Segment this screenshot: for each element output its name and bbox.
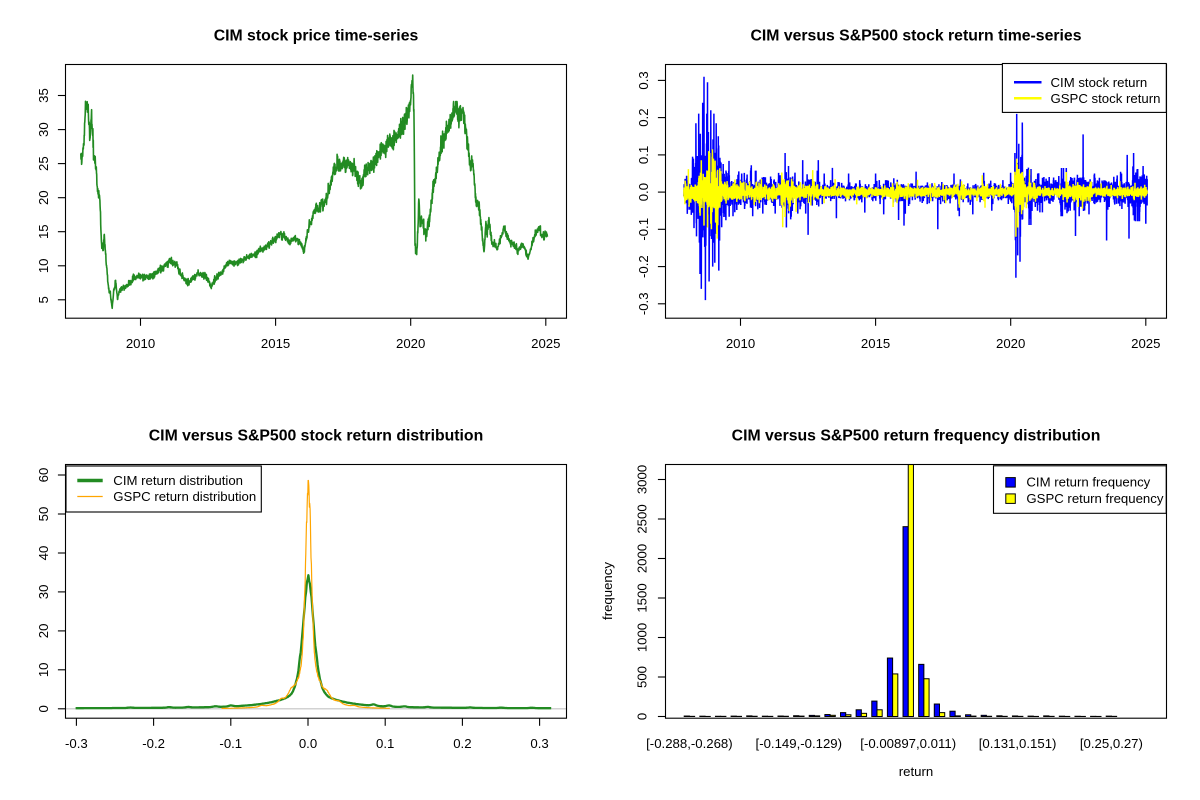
svg-text:[0.131,0.151): [0.131,0.151) (979, 736, 1057, 751)
svg-text:[-0.149,-0.129): [-0.149,-0.129) (756, 736, 843, 751)
svg-text:CIM versus S&P500 return frequ: CIM versus S&P500 return frequency distr… (732, 428, 1101, 445)
svg-text:30: 30 (36, 585, 51, 600)
svg-text:0.0: 0.0 (299, 736, 317, 751)
svg-text:2000: 2000 (635, 544, 650, 573)
svg-text:CIM versus S&P500 stock return: CIM versus S&P500 stock return distribut… (149, 428, 483, 445)
svg-text:-0.1: -0.1 (636, 218, 651, 241)
svg-text:[0.25,0.27): [0.25,0.27) (1080, 736, 1143, 751)
svg-text:20: 20 (36, 624, 51, 639)
svg-text:2025: 2025 (1131, 336, 1160, 351)
svg-text:[-0.00897,0.011): [-0.00897,0.011) (860, 736, 956, 751)
svg-text:CIM return distribution: CIM return distribution (113, 473, 243, 488)
svg-text:15: 15 (36, 224, 51, 239)
svg-text:2010: 2010 (126, 336, 155, 351)
svg-text:2015: 2015 (861, 336, 890, 351)
svg-text:0.2: 0.2 (636, 108, 651, 126)
svg-text:3000: 3000 (635, 465, 650, 494)
svg-text:50: 50 (36, 507, 51, 522)
svg-text:-0.1: -0.1 (219, 736, 242, 751)
svg-text:CIM return frequency: CIM return frequency (1026, 475, 1150, 490)
svg-text:CIM versus S&P500 stock return: CIM versus S&P500 stock return time-seri… (750, 28, 1081, 45)
svg-text:10: 10 (36, 662, 51, 677)
svg-text:2020: 2020 (996, 336, 1025, 351)
svg-text:0.0: 0.0 (636, 183, 651, 201)
svg-text:0: 0 (635, 713, 650, 720)
svg-text:CIM stock return: CIM stock return (1051, 75, 1148, 90)
svg-text:frequency: frequency (600, 562, 615, 620)
svg-text:2500: 2500 (635, 504, 650, 533)
svg-text:GSPC return frequency: GSPC return frequency (1026, 491, 1163, 506)
svg-text:-0.3: -0.3 (636, 292, 651, 315)
svg-text:0: 0 (36, 705, 51, 712)
svg-text:-0.3: -0.3 (65, 736, 88, 751)
svg-text:2015: 2015 (261, 336, 290, 351)
svg-text:GSPC stock return: GSPC stock return (1051, 91, 1161, 106)
svg-text:-0.2: -0.2 (142, 736, 165, 751)
svg-text:1000: 1000 (635, 623, 650, 652)
svg-text:40: 40 (36, 546, 51, 561)
svg-text:20: 20 (36, 190, 51, 205)
svg-text:2025: 2025 (531, 336, 560, 351)
svg-text:return: return (899, 764, 933, 779)
svg-text:CIM stock price time-series: CIM stock price time-series (214, 28, 419, 45)
svg-text:35: 35 (36, 88, 51, 103)
svg-text:30: 30 (36, 122, 51, 137)
svg-text:GSPC return distribution: GSPC return distribution (113, 489, 256, 504)
svg-text:[-0.288,-0.268): [-0.288,-0.268) (646, 736, 733, 751)
svg-text:0.2: 0.2 (453, 736, 471, 751)
svg-text:60: 60 (36, 468, 51, 483)
svg-text:10: 10 (36, 258, 51, 273)
svg-text:2020: 2020 (396, 336, 425, 351)
svg-text:2010: 2010 (726, 336, 755, 351)
svg-text:0.1: 0.1 (376, 736, 394, 751)
svg-text:0.3: 0.3 (636, 71, 651, 89)
svg-text:25: 25 (36, 156, 51, 171)
svg-text:500: 500 (635, 666, 650, 688)
svg-text:0.1: 0.1 (636, 146, 651, 164)
svg-text:1500: 1500 (635, 583, 650, 612)
svg-text:0.3: 0.3 (530, 736, 548, 751)
svg-text:-0.2: -0.2 (636, 255, 651, 278)
svg-text:5: 5 (36, 296, 51, 303)
